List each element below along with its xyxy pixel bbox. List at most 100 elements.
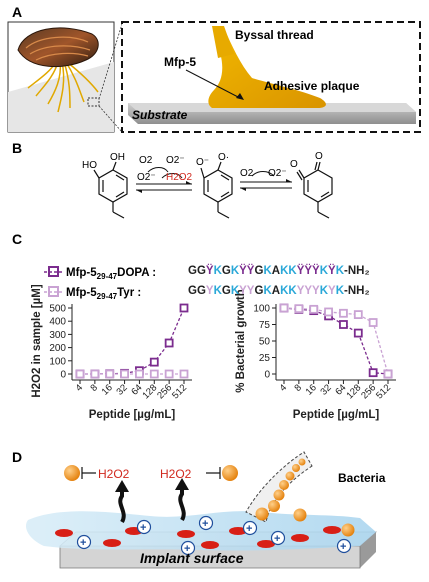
- svg-text:+: +: [140, 522, 146, 534]
- sequence-dopa-segment: K: [230, 265, 240, 277]
- adhesive-plaque-shape: [208, 27, 326, 109]
- sequence-tyr-segment: G: [221, 285, 231, 297]
- sequence-dopa-segment: K: [213, 265, 222, 277]
- bacteria-label: Bacteria: [338, 471, 386, 485]
- mussel-shell-illustration: [17, 27, 99, 68]
- svg-text:+: +: [274, 533, 280, 545]
- svg-text:Mfp-529-47DOPA :: Mfp-529-47DOPA :: [66, 267, 156, 281]
- mfp-pointer: [185, 69, 241, 99]
- d-h2o2-left: H2O2: [98, 467, 130, 481]
- data-point: [164, 369, 174, 379]
- bacteria-swarm: [255, 458, 355, 537]
- x-tick-label: 16: [100, 382, 115, 397]
- x-tick-label: 32: [318, 382, 333, 397]
- sequence-dopa-segment: GG: [188, 265, 206, 277]
- data-point: [179, 303, 189, 313]
- sequence-dopa-segment: K: [263, 265, 272, 277]
- svg-text:+: +: [184, 543, 190, 555]
- data-point: [309, 304, 319, 314]
- sequence-dopa-segment: KK: [280, 265, 297, 277]
- sequence-tyr-segment: Y: [328, 285, 336, 297]
- legend-dopa: Mfp-529-47DOPA :: [44, 266, 156, 281]
- data-point: [324, 307, 333, 317]
- zoom-marker: [87, 97, 100, 107]
- b-o2m-left-top: O2⁻: [166, 155, 185, 166]
- sequence-dopa: GGŸKGKŸŸGKAKKŸŸŸKŸK-NH₂: [188, 265, 370, 277]
- x-tick-label: 16: [304, 382, 319, 397]
- equilibrium-arrows-left: O2 O2⁻ O2⁻ H2O2: [136, 155, 193, 193]
- catechol-ho: HO: [82, 160, 97, 171]
- sequence-dopa-segment: G: [254, 265, 264, 277]
- panel-d-label: D: [12, 449, 22, 465]
- data-point: [339, 308, 348, 318]
- series-line: [283, 307, 389, 375]
- sequence-tyr-segment: GG: [188, 285, 206, 297]
- y-axis-label: H2O2 in sample [µM]: [31, 284, 43, 398]
- implant-surface-label: Implant surface: [140, 550, 244, 566]
- data-point: [368, 368, 378, 378]
- svg-text:Mfp-529-47Tyr :: Mfp-529-47Tyr :: [66, 287, 141, 301]
- x-tick-label: 8: [88, 382, 100, 394]
- y-tick-label: 0: [264, 370, 270, 381]
- byssal-thread-label: Byssal thread: [235, 28, 314, 42]
- x-axis-label: Peptide [µg/mL]: [89, 409, 176, 421]
- y-tick-label: 400: [49, 317, 66, 328]
- legend-tyr-sub: 29-47: [97, 292, 118, 301]
- mfp5-label: Mfp-5: [164, 55, 196, 69]
- y-tick-label: 0: [60, 370, 66, 381]
- data-point: [179, 369, 189, 379]
- data-point: [353, 328, 363, 338]
- d-h2o2-right: H2O2: [160, 467, 192, 481]
- panel-a-label: A: [12, 4, 22, 20]
- x-tick-label: 512: [170, 382, 189, 401]
- svg-text:+: +: [80, 537, 86, 549]
- sequence-tyr-segment: YYY: [296, 285, 320, 297]
- legend-tyr: Mfp-529-47Tyr :: [44, 286, 141, 301]
- sequence-dopa-segment: ŸŸ: [239, 265, 255, 277]
- substrate-label: Substrate: [132, 108, 188, 122]
- positive-charges: + + + + + + +: [76, 515, 352, 556]
- sequence-dopa-segment: Ÿ: [328, 265, 336, 277]
- y-tick-label: 100: [49, 356, 66, 367]
- semiquinone-o-dot: O·: [218, 152, 229, 163]
- x-tick-label: 8: [292, 382, 304, 394]
- x-tick-label: 4: [278, 382, 290, 394]
- svg-text:+: +: [340, 541, 346, 553]
- sequence-tyr-segment: -NH₂: [344, 285, 370, 297]
- bacterium-right: [222, 465, 238, 481]
- data-point: [339, 320, 348, 329]
- b-o2m-right: O2⁻: [268, 168, 287, 179]
- sequence-tyr-segment: Y: [205, 285, 214, 297]
- sequence-dopa-segment: -NH₂: [344, 265, 370, 277]
- panel-c-label: C: [12, 231, 22, 247]
- y-axis-label: % Bacterial growth: [235, 289, 247, 393]
- sequence-dopa-segment: ŸŸŸ: [296, 265, 320, 277]
- sequence-dopa-segment: A: [271, 265, 281, 277]
- data-point: [353, 310, 363, 320]
- y-tick-label: 200: [49, 343, 66, 354]
- y-tick-label: 75: [259, 320, 271, 331]
- legend-dopa-sub: 29-47: [97, 272, 118, 281]
- y-tick-label: 100: [253, 304, 270, 315]
- b-h2o2: H2O2: [166, 172, 193, 183]
- panel-d: D + + + + + + +: [12, 449, 386, 569]
- sequence-tyr-segment: G: [254, 285, 264, 297]
- sequence-tyr-segment: A: [271, 285, 281, 297]
- x-axis-label: Peptide [µg/mL]: [293, 409, 380, 421]
- semiquinone-o-minus: O⁻: [196, 157, 209, 168]
- x-tick-label: 32: [114, 382, 129, 397]
- catechol-structure: HO OH: [82, 152, 128, 219]
- sequence-dopa-segment: Ÿ: [205, 265, 214, 277]
- quinone-o2: O: [315, 151, 323, 162]
- quinone-structure: O O: [290, 151, 333, 219]
- b-o2-left-top: O2: [139, 155, 153, 166]
- sequence-dopa-segment: K: [319, 265, 329, 277]
- legend-tyr-prefix: Mfp-5: [66, 287, 97, 299]
- data-point: [120, 369, 129, 379]
- data-point: [75, 369, 85, 379]
- catechol-oh: OH: [110, 152, 125, 163]
- wavy-arrow-right: [178, 486, 186, 522]
- adhesive-plaque-label: Adhesive plaque: [264, 79, 360, 93]
